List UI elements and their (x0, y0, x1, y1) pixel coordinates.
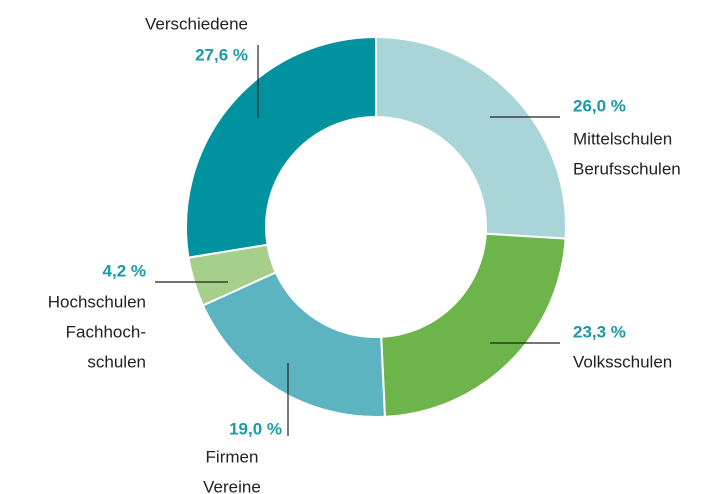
value-label: 23,3 % (573, 322, 626, 341)
donut-slice (380, 232, 567, 418)
category-label: schulen (87, 352, 146, 371)
category-label: Hochschulen (48, 292, 146, 311)
category-label: Fachhoch- (66, 322, 146, 341)
value-label: 19,0 % (229, 419, 282, 438)
category-label: Vereine (203, 477, 261, 494)
value-label: 26,0 % (573, 96, 626, 115)
category-label: Verschiedene (145, 14, 248, 33)
value-label: 27,6 % (195, 45, 248, 64)
category-label: Firmen (206, 447, 259, 466)
category-label: Volksschulen (573, 352, 672, 371)
donut-slice (375, 35, 567, 240)
donut-slice (185, 35, 377, 259)
category-label: Berufsschulen (573, 159, 681, 178)
value-label: 4,2 % (103, 261, 146, 280)
category-label: Mittelschulen (573, 129, 672, 148)
